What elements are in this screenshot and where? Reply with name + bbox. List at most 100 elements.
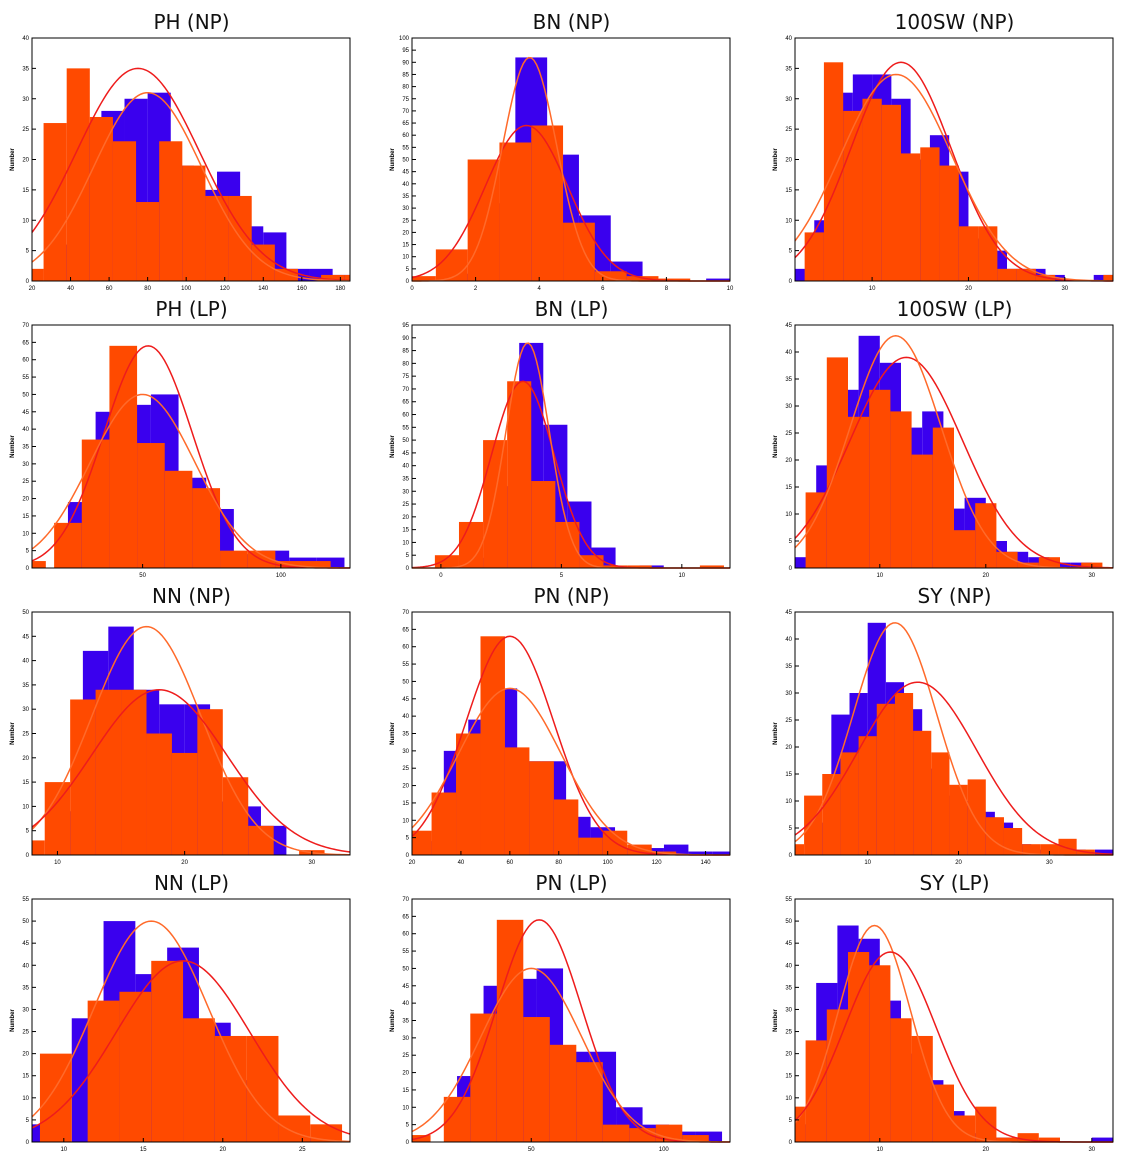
- orange-bar: [171, 752, 198, 855]
- x-tick-label: 20: [955, 860, 962, 866]
- x-tick-label: 4: [538, 286, 542, 292]
- orange-bar: [996, 551, 1018, 568]
- blue-bar: [1094, 849, 1113, 855]
- orange-bar: [248, 825, 274, 855]
- orange-bar: [862, 98, 882, 281]
- y-axis-label: Number: [773, 1009, 779, 1032]
- chart-svg: 0 5 10 15 20 25 30 35 40 20 40 60 80 100 120 140 160 180 N…: [10, 36, 351, 292]
- y-tick-label: 40: [402, 1001, 409, 1007]
- x-tick-label: 6: [601, 286, 605, 292]
- y-tick-label: 0: [406, 853, 410, 859]
- y-tick-label: 20: [402, 784, 409, 790]
- y-tick-label: 95: [402, 48, 409, 54]
- x-tick-label: 80: [555, 860, 562, 866]
- orange-bar: [81, 439, 110, 568]
- x-tick-label: 60: [507, 860, 514, 866]
- orange-bar: [949, 784, 968, 855]
- orange-bar: [222, 777, 249, 855]
- y-tick-label: 35: [785, 664, 792, 670]
- chart-title: 100SW (NP): [894, 10, 1015, 34]
- orange-bar: [805, 492, 827, 568]
- orange-bar: [655, 1124, 683, 1142]
- orange-bar: [967, 779, 986, 855]
- orange-bar: [920, 147, 940, 281]
- y-tick-label: 35: [402, 1019, 409, 1025]
- orange-bar: [1017, 1133, 1039, 1142]
- y-tick-label: 25: [22, 732, 29, 738]
- y-tick-label: 85: [402, 72, 409, 78]
- y-tick-label: 45: [785, 323, 792, 329]
- y-tick-label: 55: [402, 425, 409, 431]
- y-axis-label: Number: [390, 1009, 396, 1032]
- y-tick-label: 35: [402, 194, 409, 200]
- orange-bar: [869, 965, 891, 1142]
- orange-bar: [996, 1137, 1018, 1142]
- y-tick-label: 55: [22, 897, 29, 903]
- orange-bar: [682, 1135, 709, 1142]
- orange-bar: [997, 268, 1017, 281]
- blue-bar: [1028, 557, 1050, 568]
- y-tick-label: 35: [22, 985, 29, 991]
- blue-bar: [1093, 274, 1113, 281]
- blue-bar: [1070, 562, 1092, 568]
- y-tick-label: 80: [402, 361, 409, 367]
- orange-bar: [576, 1062, 603, 1142]
- chart-panel: PN (NP) 0 5 10 15 20 25 30 35 40 45 50 55 60 65 70 20 40 6…: [390, 580, 733, 866]
- chart-panel: SY (LP) 0 5 10 15 20 25 30 35 40 45 50 55 10 20 30 Numbe…: [773, 867, 1116, 1153]
- blue-bar: [712, 851, 730, 855]
- y-axis-label: Number: [10, 1009, 16, 1032]
- y-tick-label: 0: [26, 566, 30, 572]
- orange-bar: [1058, 838, 1077, 855]
- orange-bar: [119, 991, 152, 1142]
- y-tick-label: 0: [406, 566, 410, 572]
- x-tick-label: 120: [652, 860, 663, 866]
- orange-bar: [795, 1106, 806, 1142]
- y-tick-label: 70: [22, 323, 29, 329]
- y-tick-label: 15: [785, 188, 792, 194]
- orange-bar: [1003, 828, 1023, 855]
- x-tick-label: 10: [869, 286, 876, 292]
- y-tick-label: 65: [402, 914, 409, 920]
- orange-bar: [480, 636, 505, 855]
- orange-bar: [890, 411, 912, 568]
- x-tick-label: 0: [410, 286, 414, 292]
- y-tick-label: 0: [26, 853, 30, 859]
- x-tick-label: 10: [876, 573, 883, 579]
- y-tick-label: 35: [785, 377, 792, 383]
- orange-bar: [579, 555, 604, 568]
- y-tick-label: 15: [402, 243, 409, 249]
- y-tick-label: 55: [22, 375, 29, 381]
- y-tick-label: 55: [402, 662, 409, 668]
- y-tick-label: 90: [402, 60, 409, 66]
- y-tick-label: 30: [22, 97, 29, 103]
- chart-title: BN (NP): [532, 10, 611, 34]
- orange-bar: [699, 565, 724, 568]
- orange-bar: [499, 142, 532, 281]
- plot-frame: [31, 898, 351, 1143]
- y-tick-label: 50: [402, 679, 409, 685]
- y-tick-label: 55: [402, 145, 409, 151]
- normal-fit-curve: [31, 920, 351, 1143]
- x-tick-label: 40: [67, 286, 74, 292]
- orange-bar: [435, 249, 468, 281]
- orange-bar: [1038, 1137, 1060, 1142]
- plot-frame: [794, 611, 1114, 856]
- x-tick-label: 40: [458, 860, 465, 866]
- x-tick-label: 100: [659, 1147, 670, 1153]
- chart-title: NN (LP): [153, 871, 230, 895]
- chart-svg: 0 5 10 15 20 25 30 35 40 45 50 55 10 20 30 Number: [773, 897, 1114, 1153]
- y-tick-label: 50: [22, 610, 29, 616]
- x-tick-label: 10: [678, 573, 685, 579]
- y-tick-label: 40: [22, 36, 29, 42]
- y-axis-label: Number: [10, 148, 16, 171]
- y-tick-label: 25: [785, 718, 792, 724]
- y-tick-label: 10: [785, 1096, 792, 1102]
- y-tick-label: 60: [402, 932, 409, 938]
- y-tick-label: 20: [402, 515, 409, 521]
- y-tick-label: 100: [399, 36, 410, 42]
- orange-bar: [602, 1124, 630, 1142]
- orange-bar: [978, 226, 998, 281]
- orange-bar: [412, 1135, 431, 1142]
- x-tick-label: 10: [727, 286, 734, 292]
- y-tick-label: 15: [785, 772, 792, 778]
